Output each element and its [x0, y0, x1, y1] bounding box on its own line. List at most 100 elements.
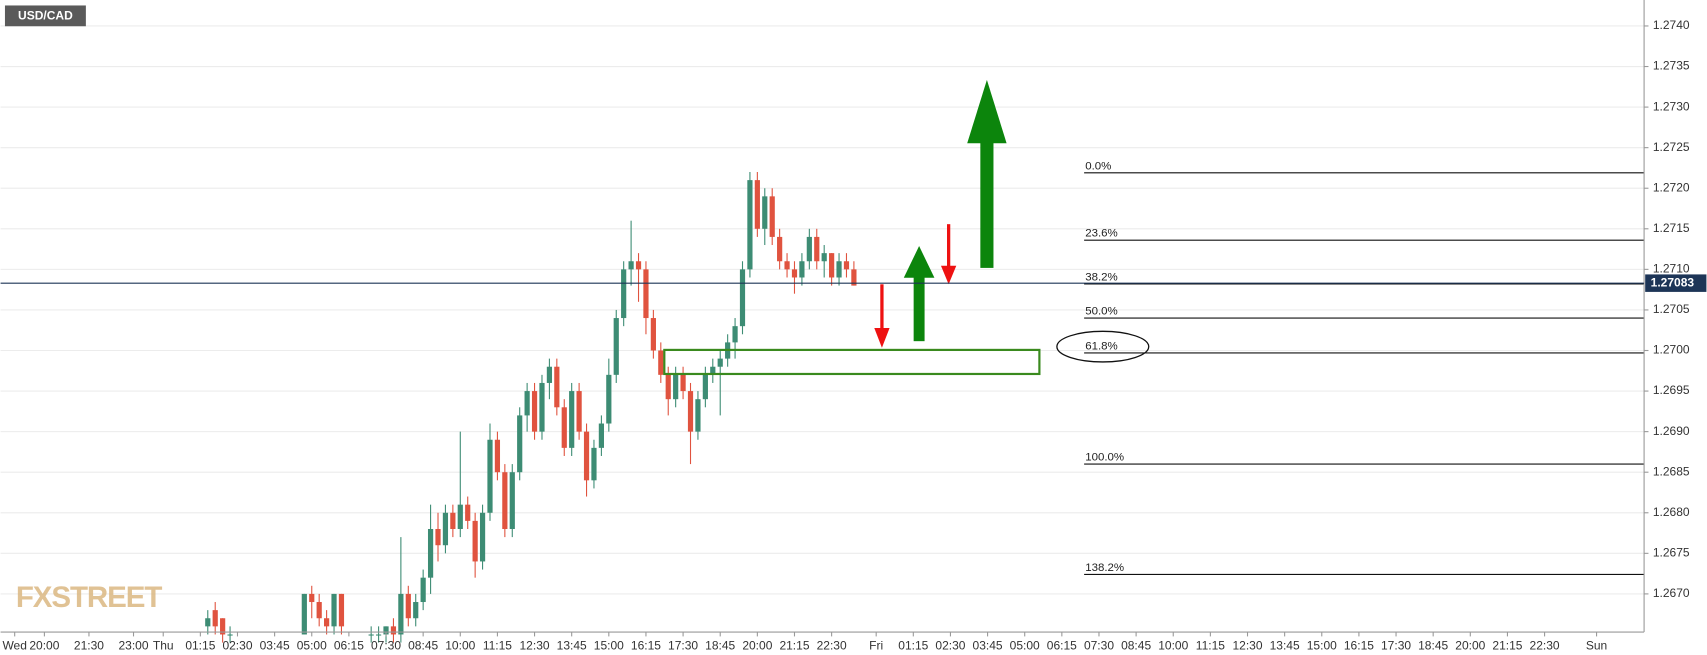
x-tick-label: 01:15 — [185, 638, 215, 652]
x-tick-label: 05:00 — [297, 638, 327, 652]
y-tick-label: 1.2715 — [1653, 221, 1690, 235]
green-arrow-head — [967, 79, 1007, 144]
candle-body — [479, 512, 486, 562]
candle-body — [398, 593, 404, 635]
candle-body — [383, 626, 389, 635]
x-tick-label: 17:30 — [1381, 638, 1411, 652]
x-tick-label: 11:15 — [1196, 638, 1225, 652]
x-tick-label: Sun — [1586, 638, 1607, 652]
grid — [0, 25, 1645, 595]
candle-body — [784, 261, 790, 270]
candle-body — [338, 593, 345, 627]
x-tick-label: 02:30 — [935, 638, 965, 652]
candle-body — [821, 253, 827, 262]
fib-highlight — [1056, 330, 1150, 363]
x-tick-label: 17:30 — [668, 638, 698, 652]
candle-body — [576, 391, 582, 432]
y-tick-label: 1.2730 — [1653, 99, 1690, 113]
x-tick-label: 11:15 — [483, 638, 512, 652]
x-tick-label: 13:45 — [557, 638, 587, 652]
candle-body — [829, 253, 835, 278]
x-tick-label: 05:00 — [1010, 638, 1040, 652]
candle-body — [220, 618, 226, 635]
candle-body — [539, 382, 545, 432]
fib-label: 0.0% — [1085, 160, 1111, 172]
candle-body — [732, 326, 738, 343]
red-arrow-head — [874, 328, 890, 348]
candle-body — [658, 350, 664, 375]
candle-body — [487, 439, 493, 513]
candle-body — [554, 366, 560, 408]
candle-body — [420, 577, 426, 603]
x-tick-label: 21:30 — [74, 638, 104, 652]
candle-body — [583, 431, 590, 481]
x-tick-label: 18:45 — [1418, 638, 1448, 652]
fib-label: 38.2% — [1085, 271, 1118, 283]
candle-body — [502, 472, 508, 529]
x-tick-label: 08:45 — [408, 638, 438, 652]
chart-title: USD/CAD — [18, 9, 73, 23]
candle-body — [546, 366, 553, 383]
x-tick-label: 10:00 — [445, 638, 475, 652]
candle-body — [814, 236, 820, 262]
candle-body — [442, 512, 449, 546]
x-tick-label: 18:45 — [705, 638, 735, 652]
candle-body — [205, 618, 211, 627]
candle-body — [613, 318, 619, 375]
x-tick-label: 08:45 — [1121, 638, 1151, 652]
y-tick-label: 1.2710 — [1653, 262, 1690, 276]
x-tick-label: 07:30 — [1084, 638, 1114, 652]
x-tick-label: 23:00 — [118, 638, 148, 652]
candle-body — [524, 391, 530, 416]
x-tick-label: 07:30 — [371, 638, 401, 652]
candle-body — [561, 407, 567, 448]
candle-body — [836, 261, 842, 278]
support-box — [663, 348, 1041, 376]
candle-body — [375, 634, 382, 636]
y-tick-label: 1.2725 — [1653, 140, 1690, 154]
x-tick-label: 15:00 — [1307, 638, 1337, 652]
candle-body — [843, 261, 850, 270]
x-tick-label: 20:00 — [742, 638, 772, 652]
candle-body — [509, 472, 515, 529]
candle-body — [324, 618, 330, 627]
x-tick-label: 13:45 — [1270, 638, 1300, 652]
candle-body — [450, 512, 456, 529]
fibonacci: 0.0% 23.6% 38.2% 50.0% 61.8% 100.0% 138.2% — [1084, 160, 1645, 575]
x-tick-label: 20:00 — [29, 638, 59, 652]
candle-body — [427, 528, 434, 578]
candle-body — [390, 626, 397, 635]
candle-body — [717, 358, 723, 367]
x-tick-label: 12:30 — [520, 638, 550, 652]
y-tick-label: 1.2735 — [1653, 59, 1690, 73]
candle-body — [227, 634, 233, 636]
x-tick-label: 21:15 — [779, 638, 809, 652]
candle-body — [301, 593, 307, 635]
candle-body — [687, 391, 694, 432]
x-tick-label: 06:15 — [1047, 638, 1077, 652]
fib-label: 138.2% — [1085, 562, 1124, 574]
x-tick-label: 03:45 — [260, 638, 290, 652]
candle-body — [762, 196, 768, 229]
candle-body — [777, 236, 783, 262]
candle-body — [851, 269, 857, 286]
candle-body — [702, 374, 708, 400]
red-arrow-head — [940, 265, 957, 285]
candle-body — [665, 374, 671, 400]
x-tick-label: 15:00 — [594, 638, 624, 652]
candle-body — [710, 366, 716, 375]
candle-body — [606, 374, 612, 424]
candle-body — [791, 269, 798, 278]
y-tick-label: 1.2690 — [1653, 424, 1690, 438]
y-tick-label: 1.2695 — [1653, 383, 1690, 397]
fib-label: 23.6% — [1085, 228, 1118, 240]
candle-body — [628, 261, 634, 270]
fib-label: 100.0% — [1085, 452, 1124, 464]
x-tick-label: 22:30 — [1530, 638, 1560, 652]
y-tick-label: 1.2705 — [1653, 302, 1690, 316]
fib-label: 61.8% — [1085, 340, 1118, 352]
y-tick-label: 1.2680 — [1653, 505, 1690, 519]
